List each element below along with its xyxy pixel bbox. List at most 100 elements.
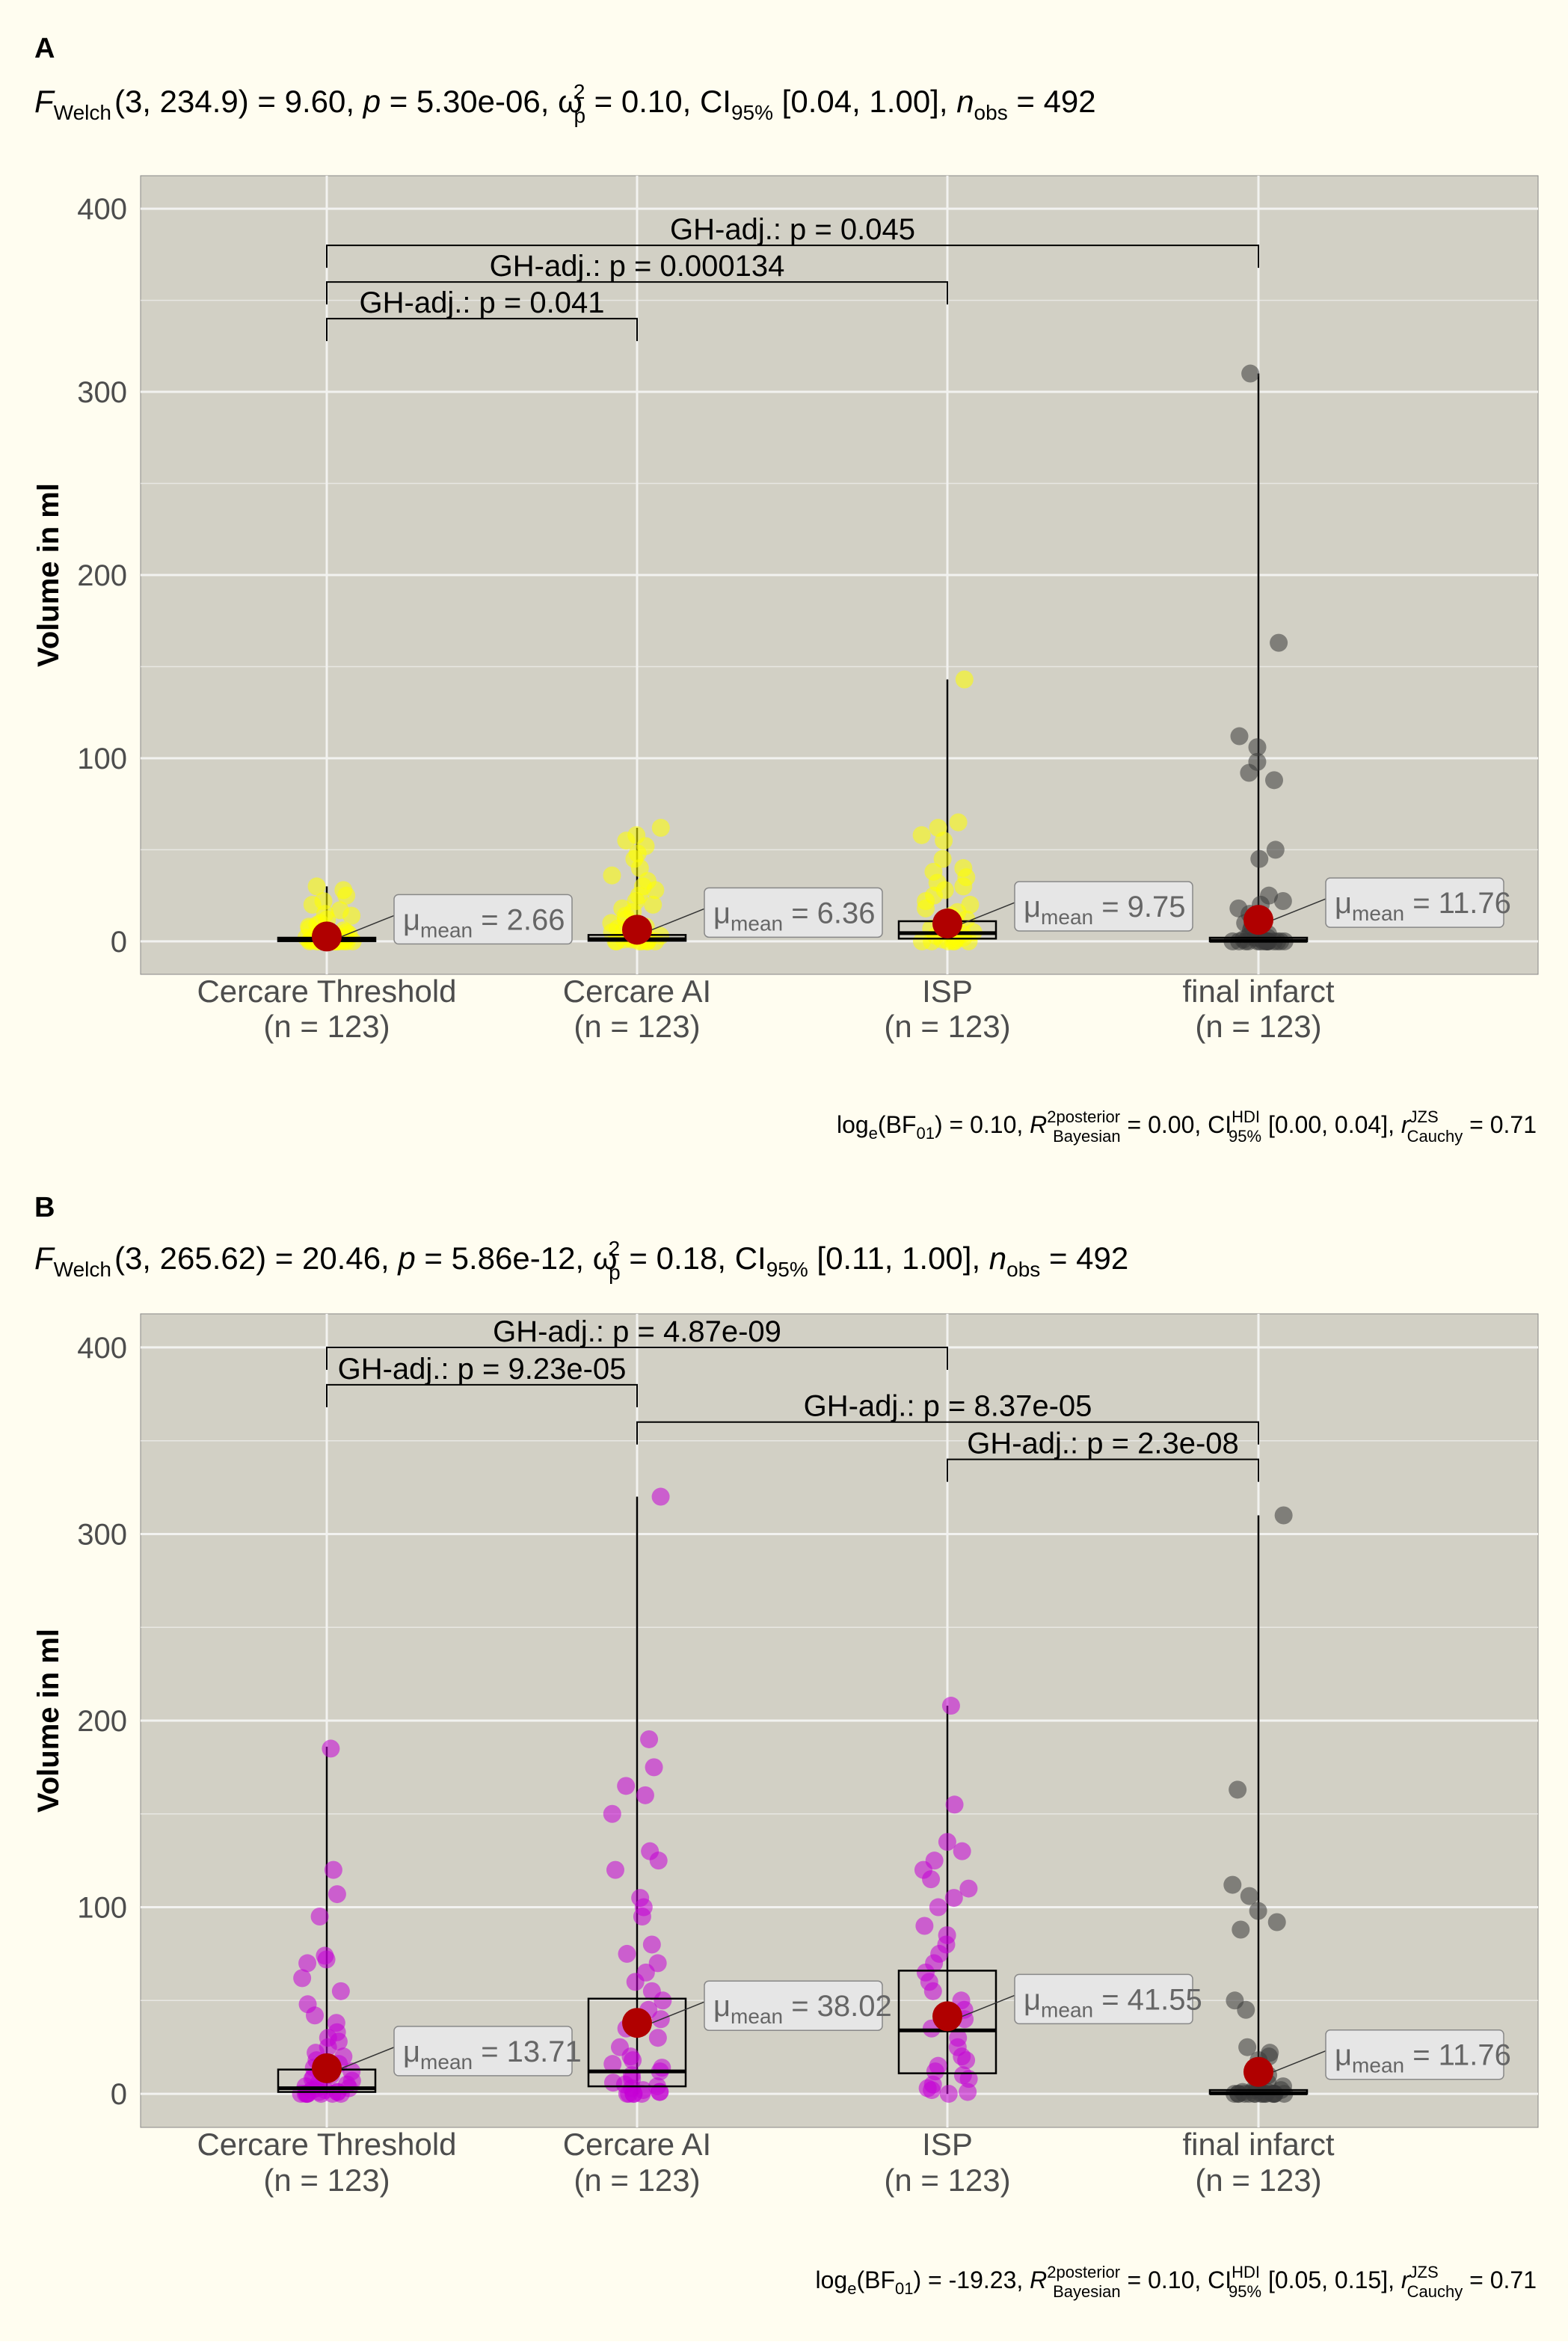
footer-ci-sup: HDI	[1232, 1107, 1260, 1126]
footer-bf-arg-sub: 01	[916, 1124, 934, 1143]
mean-label-mu: μ	[1024, 1983, 1041, 2016]
mean-label-leader	[1273, 2050, 1326, 2073]
subtitle-n-sub: obs	[1006, 1258, 1040, 1281]
subtitle-es-sup: 2	[574, 80, 585, 103]
mean-label-sub: mean	[1352, 2054, 1404, 2077]
data-point	[1250, 849, 1269, 868]
data-point	[953, 1842, 971, 1860]
data-point	[941, 1697, 960, 1715]
mean-label-sub: mean	[1041, 906, 1093, 929]
x-tick-n-label: (n = 123)	[574, 1009, 700, 1044]
data-point	[641, 1842, 660, 1860]
data-point	[933, 849, 952, 868]
mean-label: μmean = 13.71	[403, 2035, 582, 2074]
group-1: μmean = 6.36	[587, 819, 883, 950]
subtitle-ci-value: [0.04, 1.00],	[773, 84, 956, 119]
subtitle-es-sup: 2	[609, 1237, 621, 1260]
data-point	[636, 1786, 654, 1804]
mean-label-mu: μ	[1024, 891, 1041, 923]
y-tick-label: 100	[77, 1892, 127, 1925]
x-tick-n-label: (n = 123)	[263, 1009, 390, 1044]
mean-label-box	[393, 2026, 573, 2077]
footer-r-sup: JZS	[1409, 2263, 1439, 2281]
footer-r2-sup: 2	[1047, 1107, 1056, 1126]
footer-ci: CI	[1208, 2266, 1232, 2293]
mean-label-leader	[651, 2001, 705, 2023]
data-point	[1266, 840, 1285, 859]
bracket-label: GH-adj.: p = 0.000134	[490, 250, 785, 283]
subtitle-df: (3, 234.9)	[114, 84, 249, 119]
subtitle-es-value: = 0.10,	[585, 84, 700, 119]
data-point	[1261, 2044, 1279, 2062]
bracket-line	[326, 318, 638, 342]
footer-r2-value: = 0.10,	[1121, 2266, 1208, 2293]
mean-label: μmean = 2.66	[403, 903, 565, 941]
subtitle-ci-value: [0.11, 1.00],	[808, 1241, 989, 1276]
panel-a: A FWelch(3, 234.9) = 9.60, p = 5.30e-06, …	[32, 33, 1539, 1146]
x-tick-n-label: (n = 123)	[1195, 1009, 1321, 1044]
footer-bf-arg: (BF	[856, 2266, 895, 2293]
data-point	[310, 1908, 329, 1926]
data-point	[1248, 752, 1267, 771]
mean-label-sub: mean	[420, 2050, 473, 2074]
data-point	[618, 1944, 636, 1963]
x-tick-label: ISP	[922, 974, 973, 1009]
data-point	[602, 914, 621, 932]
data-point	[648, 2029, 667, 2047]
mean-label-mu: μ	[1335, 887, 1352, 920]
data-point	[330, 901, 349, 920]
comparison-bracket: GH-adj.: p = 4.87e-09	[326, 1315, 948, 1370]
group-0: μmean = 13.71	[277, 1739, 582, 2103]
data-point	[949, 813, 968, 832]
data-point	[959, 1879, 978, 1898]
mean-label-mu: μ	[403, 903, 420, 936]
x-tick-label: ISP	[922, 2127, 973, 2162]
data-point	[651, 819, 670, 838]
panel-label: B	[34, 1192, 55, 1223]
data-point	[1265, 771, 1284, 790]
data-point	[924, 862, 943, 881]
subtitle-ci-sub: 95%	[766, 1258, 808, 1281]
y-tick-label: 200	[77, 1705, 127, 1738]
mean-label-box	[1014, 881, 1193, 932]
data-point	[293, 1969, 312, 1988]
bracket-line	[326, 1346, 948, 1370]
subtitle-p-label: p	[362, 84, 381, 119]
mean-label: μmean = 38.02	[713, 1990, 892, 2028]
subtitle-p-label: p	[396, 1241, 415, 1276]
mean-point	[932, 2001, 962, 2032]
data-point	[1238, 2038, 1257, 2056]
data-point	[642, 1935, 661, 1954]
y-tick-label: 400	[77, 1332, 127, 1365]
data-point	[1248, 738, 1267, 757]
mean-point	[932, 909, 962, 939]
data-point	[644, 895, 662, 914]
data-point	[603, 1804, 621, 1823]
subtitle-p-value: = 5.86e-12,	[416, 1241, 593, 1276]
x-tick-label: final infarct	[1182, 974, 1334, 1009]
mean-label-sub: mean	[420, 918, 473, 941]
data-point	[929, 2056, 947, 2075]
footer-r2-bayesian: Bayesian	[1053, 2282, 1121, 2301]
subtitle-ci-label: CI	[700, 84, 731, 119]
subtitle-ci-label: CI	[735, 1241, 766, 1276]
x-tick-label: Cercare AI	[563, 2127, 711, 2162]
subtitle-p-value: = 5.30e-06,	[381, 84, 558, 119]
bracket-label: GH-adj.: p = 0.045	[670, 213, 915, 246]
mean-label-leader	[651, 908, 705, 931]
footer-r: r	[1401, 1111, 1410, 1138]
data-point	[322, 1739, 340, 1758]
mean-label-value: = 9.75	[1093, 891, 1185, 923]
footer-r2-posterior: posterior	[1057, 1107, 1121, 1126]
group-3: μmean = 11.76	[1208, 1506, 1511, 2103]
data-point	[298, 1995, 317, 2014]
bracket-label: GH-adj.: p = 0.041	[360, 286, 605, 319]
x-tick-n-label: (n = 123)	[263, 2163, 390, 2198]
footer-bf-arg-sub: 01	[895, 2279, 913, 2298]
subtitle-stat-sub: Welch	[54, 1258, 111, 1281]
mean-point	[622, 915, 652, 945]
comparison-bracket: GH-adj.: p = 9.23e-05	[326, 1353, 638, 1407]
y-tick-label: 0	[111, 2078, 127, 2111]
subtitle-es-symbol: ω	[558, 84, 582, 119]
